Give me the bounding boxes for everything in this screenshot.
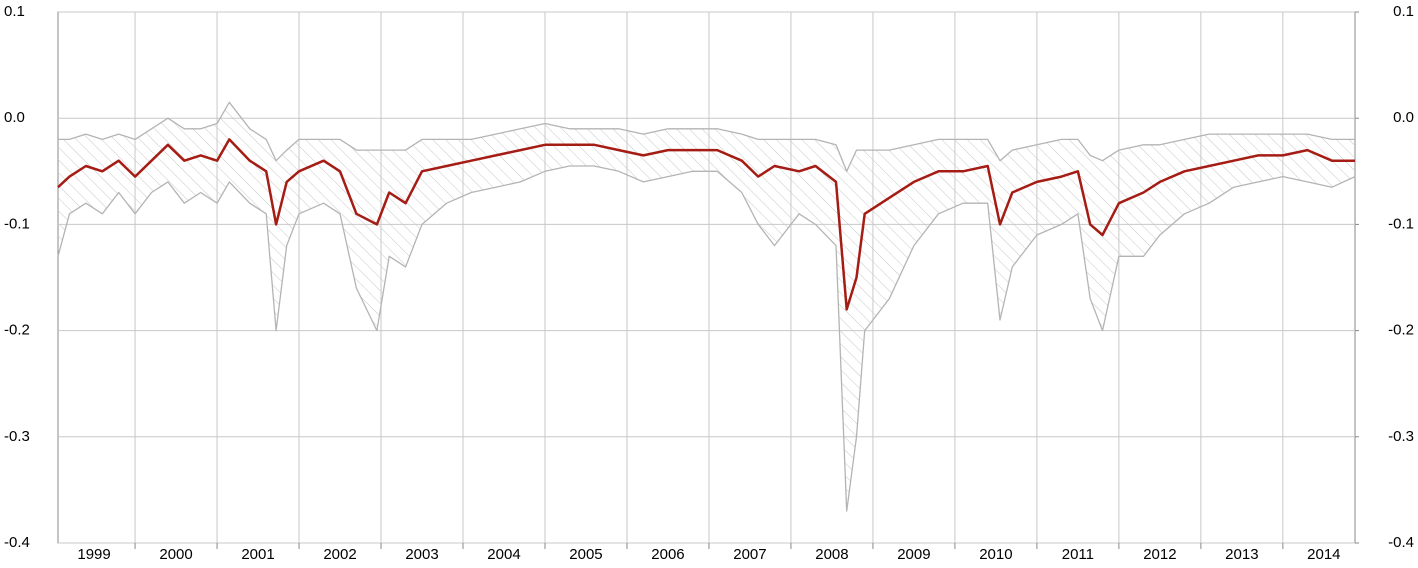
y-tick-label: -0.2 (4, 322, 30, 339)
x-tick-label: 2010 (979, 546, 1012, 563)
y-tick-label: -0.1 (4, 215, 30, 232)
x-tick-label: 2000 (159, 546, 192, 563)
y2-tick-label: -0.4 (1388, 534, 1414, 551)
x-tick-label: 2007 (733, 546, 766, 563)
y2-tick-label: -0.3 (1388, 428, 1414, 445)
x-tick-label: 2011 (1062, 546, 1094, 563)
x-tick-label: 2002 (323, 546, 356, 563)
series-line (57, 165, 1356, 512)
x-tick-label: 2001 (241, 546, 274, 563)
x-tick-label: 2009 (897, 546, 930, 563)
y-tick-label: 0.0 (4, 109, 25, 126)
x-tick-label: 2014 (1307, 546, 1340, 563)
y2-tick-label: -0.1 (1388, 215, 1414, 232)
x-tick-label: 2004 (487, 546, 520, 563)
x-tick-label: 2012 (1143, 546, 1176, 563)
y2-tick-label: -0.2 (1388, 322, 1414, 339)
y2-tick-label: 0.1 (1393, 3, 1414, 20)
y2-tick-label: 0.0 (1393, 109, 1414, 126)
x-tick-label: 1999 (77, 546, 110, 563)
y-tick-label: 0.1 (4, 3, 25, 20)
series-line (57, 138, 1355, 311)
x-tick-label: 2005 (569, 546, 602, 563)
x-tick-label: 2013 (1225, 546, 1258, 563)
series-line (58, 101, 1355, 172)
y-tick-label: -0.4 (4, 534, 30, 551)
band-fill (58, 102, 1355, 512)
plot-frame (57, 11, 1356, 544)
y-tick-label: -0.3 (4, 428, 30, 445)
x-tick-label: 2008 (815, 546, 848, 563)
x-tick-label: 2003 (405, 546, 438, 563)
x-tick-label: 2006 (651, 546, 684, 563)
